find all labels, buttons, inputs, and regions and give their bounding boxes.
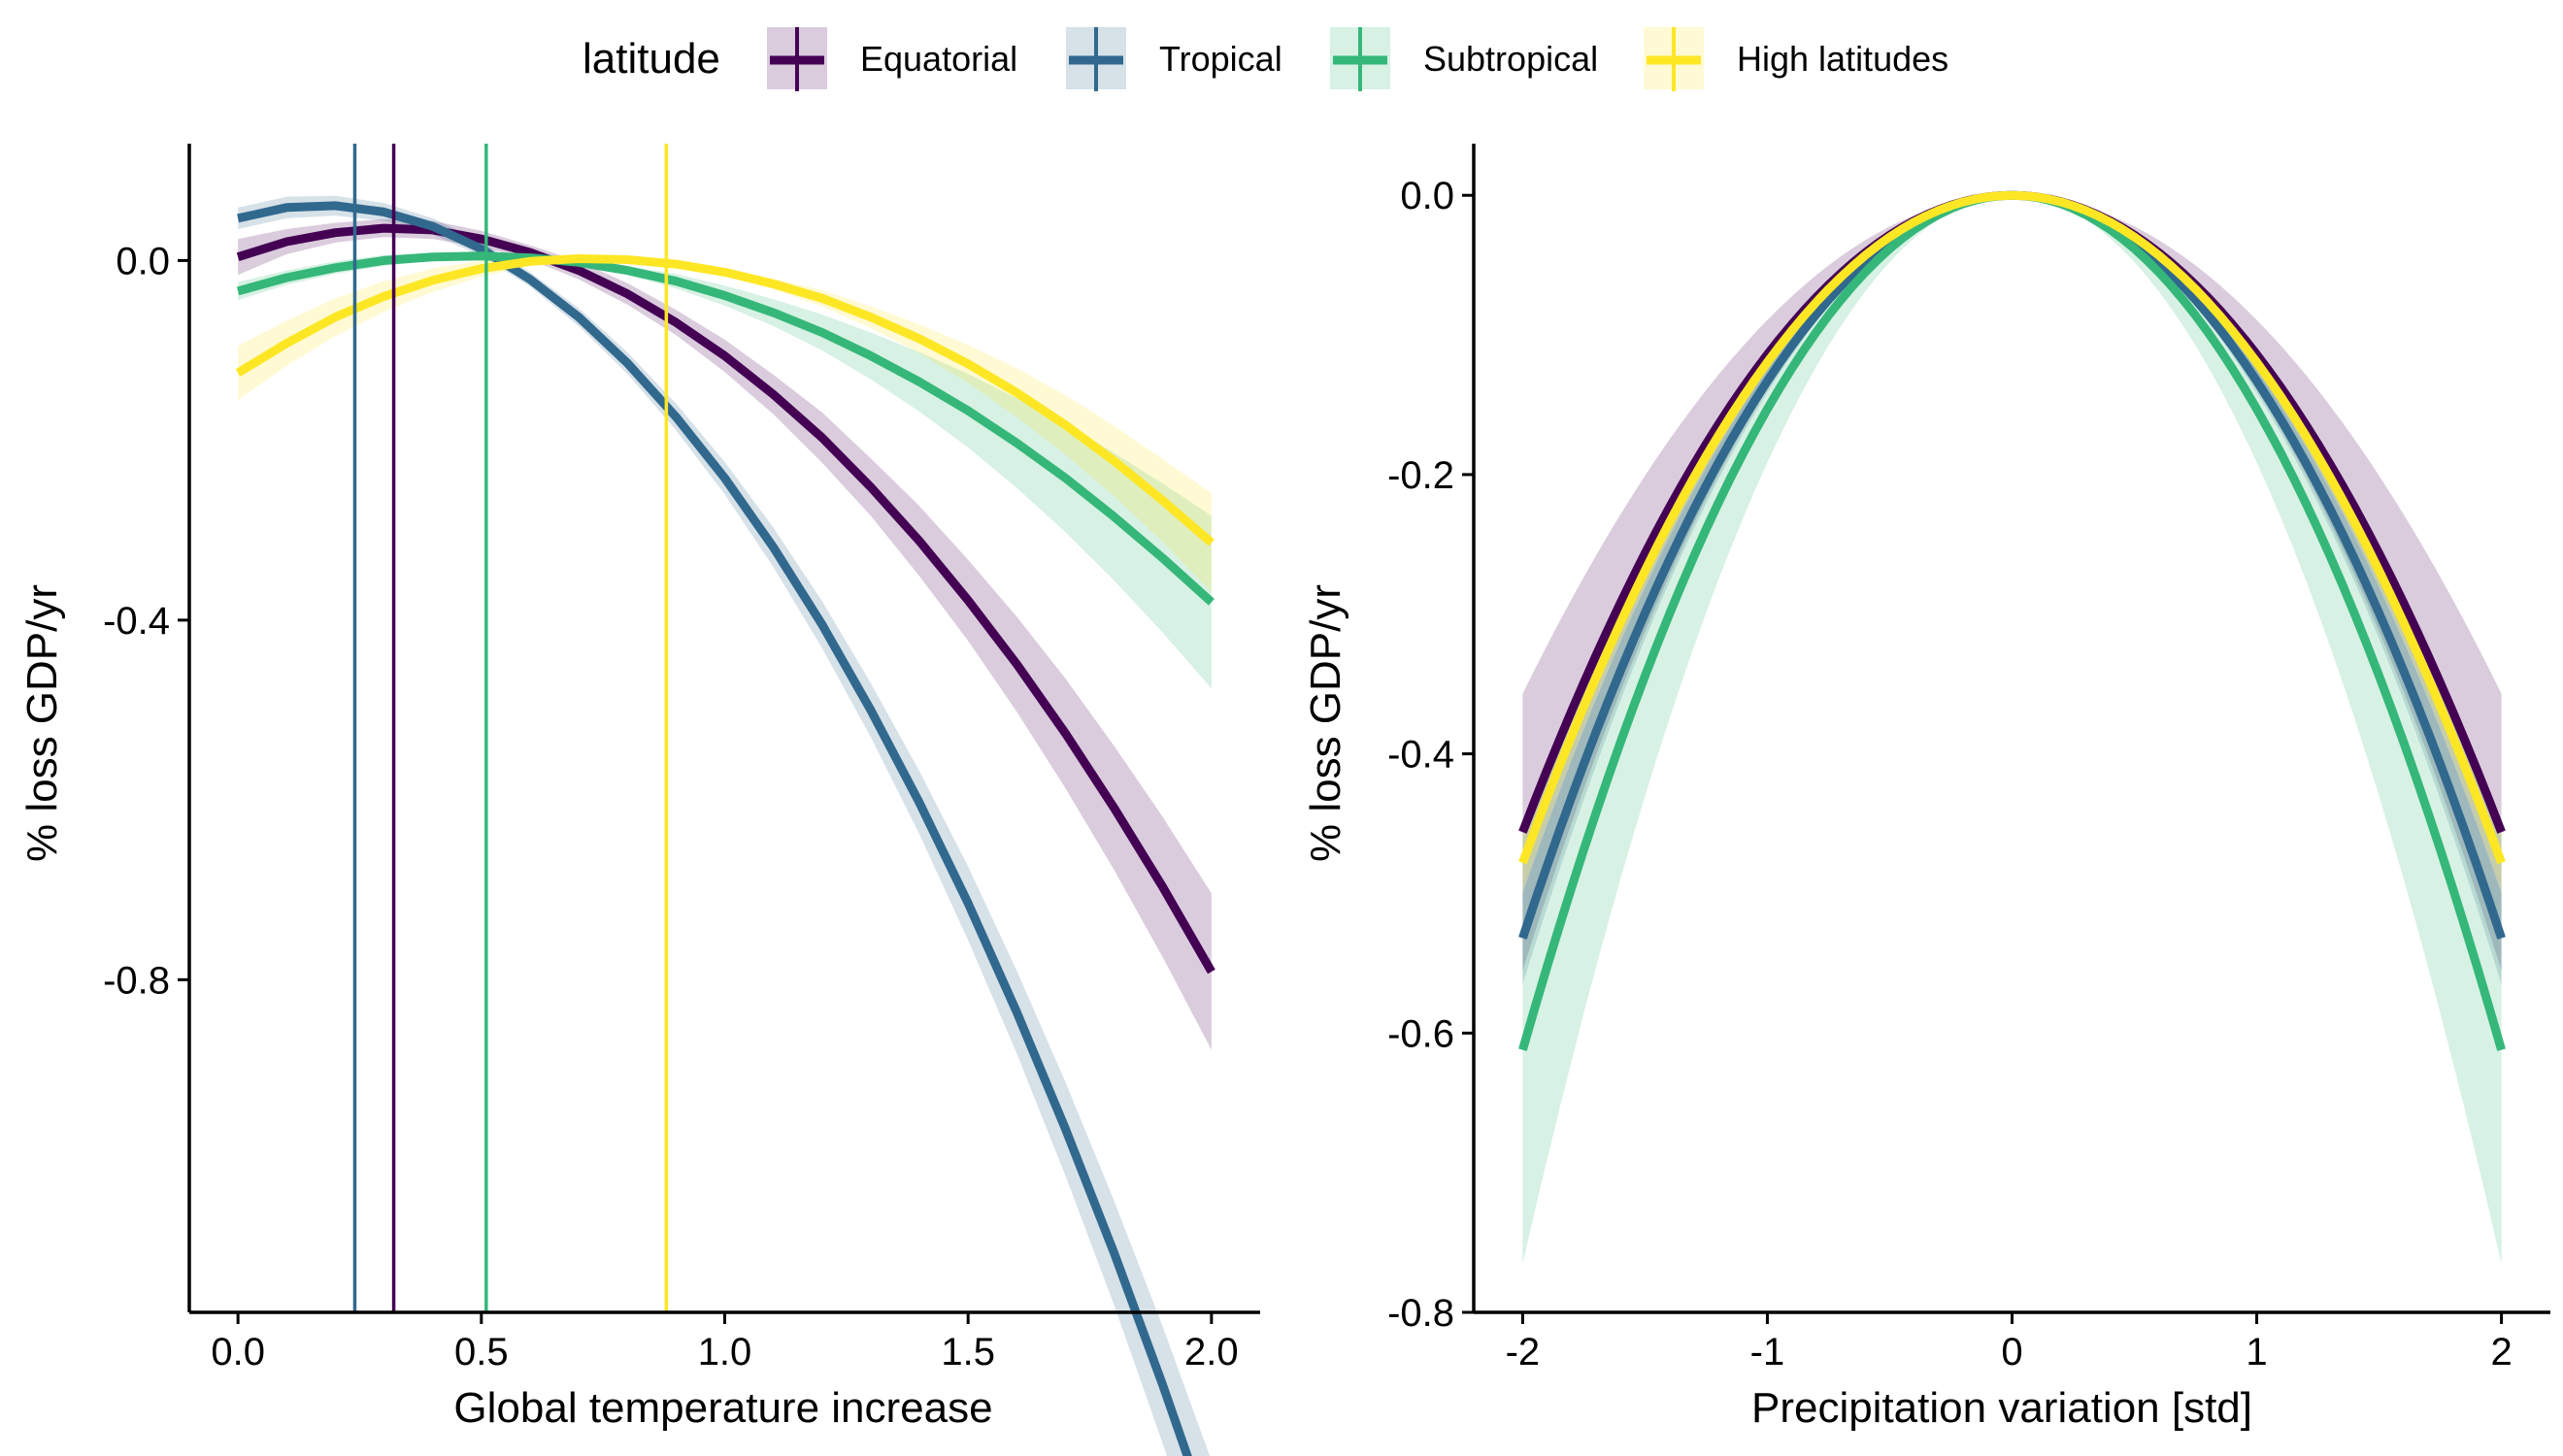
y-tick-label: -0.8 — [103, 959, 170, 1002]
x-axis-title: Precipitation variation [std] — [1751, 1384, 2252, 1432]
x-tick-label: 0.5 — [454, 1331, 509, 1373]
reference-lines — [354, 144, 666, 1312]
legend-item-equatorial: Equatorial — [767, 27, 1017, 91]
legend-item-tropical: Tropical — [1066, 27, 1282, 91]
x-tick-label: 1 — [2246, 1331, 2267, 1373]
y-tick-label: -0.4 — [1387, 734, 1454, 777]
legend-title: latitude — [582, 35, 720, 83]
band-equatorial — [238, 219, 1212, 1050]
legend: latitude Equatorial Tropical Subtropical Hi… — [582, 27, 1948, 91]
y-tick-label: -0.4 — [103, 600, 170, 643]
y-axis-title: % loss GDP/yr — [1302, 584, 1349, 862]
x-tick-label: 0.0 — [211, 1331, 265, 1373]
legend-label: High latitudes — [1737, 39, 1948, 79]
y-axis-title: % loss GDP/yr — [18, 584, 66, 862]
confidence-bands — [238, 196, 1212, 1456]
x-tick-label: 2.0 — [1184, 1331, 1239, 1373]
y-tick-label: -0.2 — [1387, 454, 1454, 497]
line-tropical — [238, 206, 1212, 1456]
series-lines — [1522, 195, 2501, 1049]
series-lines — [238, 206, 1212, 1456]
y-tick-label: -0.8 — [1387, 1292, 1454, 1335]
x-tick-label: -1 — [1750, 1331, 1785, 1373]
x-tick-label: 0 — [2001, 1331, 2022, 1373]
legend-label: Subtropical — [1423, 39, 1598, 79]
band-subtropical — [1522, 195, 2501, 1264]
legend-label: Equatorial — [860, 39, 1017, 79]
x-axis-title: Global temperature increase — [453, 1384, 992, 1432]
legend-item-subtropical: Subtropical — [1330, 27, 1598, 91]
band-tropical — [238, 196, 1212, 1456]
line-high — [1522, 195, 2501, 863]
panel-precipitation: -2 -1 0 1 2 0.0 -0.2 -0.4 -0.6 -0.8 Precipitation… — [1302, 144, 2550, 1432]
panel-temperature: 0.0 0.5 1.0 1.5 2.0 0.0 -0.4 -0.8 Global temper… — [18, 144, 1260, 1456]
x-tick-label: 1.0 — [698, 1331, 752, 1373]
y-tick-label: -0.6 — [1387, 1012, 1454, 1055]
confidence-bands — [1522, 195, 2501, 1264]
x-tick-label: 2 — [2490, 1331, 2512, 1373]
x-tick-label: 1.5 — [941, 1331, 995, 1373]
line-tropical — [1522, 195, 2501, 938]
line-subtropical — [1522, 195, 2501, 1049]
y-tick-label: 0.0 — [1400, 175, 1454, 217]
legend-label: Tropical — [1159, 39, 1282, 79]
y-tick-label: 0.0 — [116, 240, 170, 282]
x-tick-label: -2 — [1506, 1331, 1541, 1373]
legend-item-high: High latitudes — [1644, 27, 1948, 91]
